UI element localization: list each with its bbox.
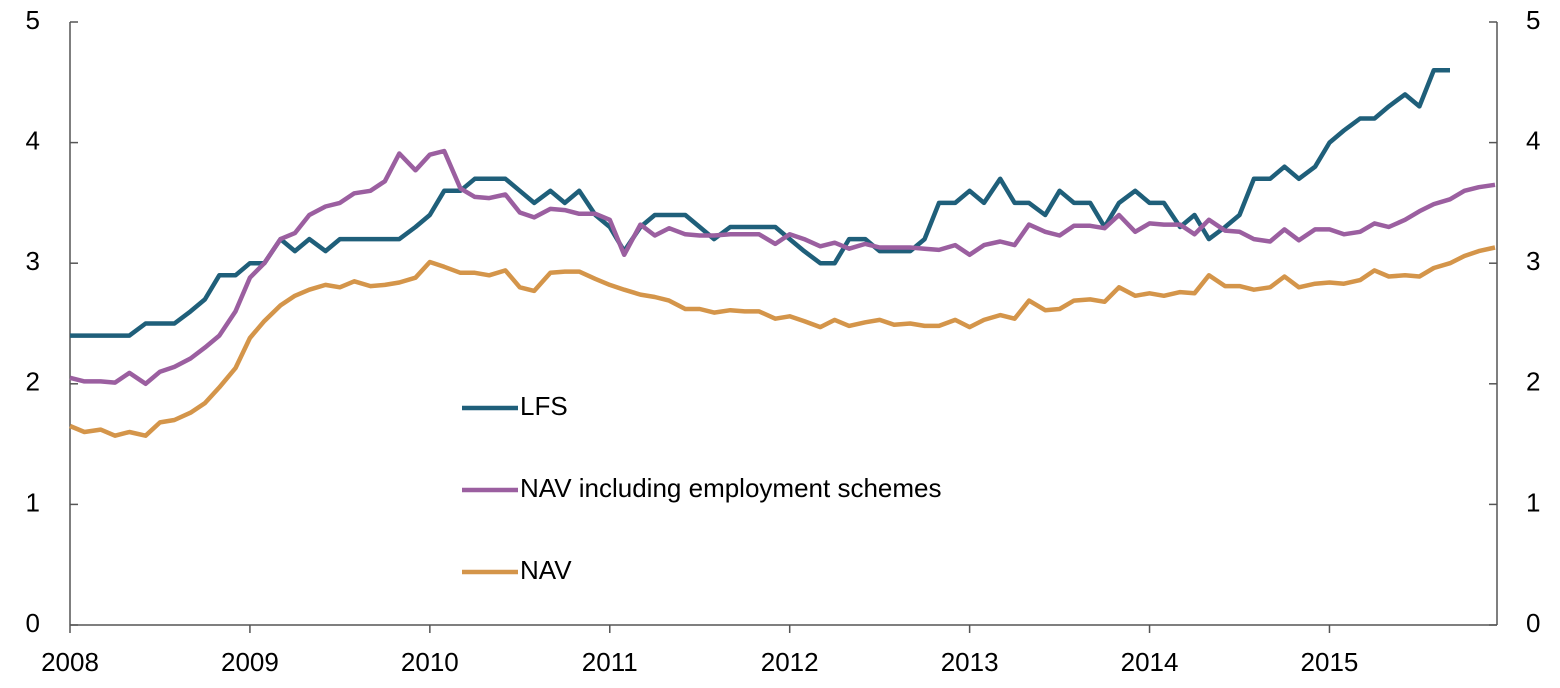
y2-tick-label: 5 bbox=[1526, 5, 1540, 35]
line-series bbox=[69, 148, 1496, 387]
x-tick-label: 2015 bbox=[1301, 647, 1359, 677]
y-tick-label: 0 bbox=[26, 608, 40, 638]
x-tick-label: 2010 bbox=[401, 647, 459, 677]
y-tick-label: 1 bbox=[26, 487, 40, 517]
line-series bbox=[70, 67, 1450, 338]
y2-tick-label: 2 bbox=[1526, 367, 1540, 397]
y2-tick-label: 1 bbox=[1526, 487, 1540, 517]
y-tick-label: 2 bbox=[26, 367, 40, 397]
line-series bbox=[69, 245, 1496, 438]
x-tick-label: 2009 bbox=[221, 647, 279, 677]
y-tick-label: 5 bbox=[26, 5, 40, 35]
legend-label: NAV including employment schemes bbox=[520, 473, 941, 503]
x-tick-label: 2013 bbox=[941, 647, 999, 677]
y2-tick-label: 3 bbox=[1526, 246, 1540, 276]
x-tick-label: 2011 bbox=[582, 647, 638, 677]
y-tick-label: 3 bbox=[26, 246, 40, 276]
legend-label: LFS bbox=[520, 391, 568, 421]
x-tick-label: 2014 bbox=[1121, 647, 1179, 677]
y2-tick-label: 0 bbox=[1526, 608, 1540, 638]
y-tick-label: 4 bbox=[26, 125, 40, 155]
x-tick-label: 2012 bbox=[761, 647, 819, 677]
legend-label: NAV bbox=[520, 555, 572, 585]
y2-tick-label: 4 bbox=[1526, 125, 1540, 155]
x-tick-label: 2008 bbox=[41, 647, 99, 677]
